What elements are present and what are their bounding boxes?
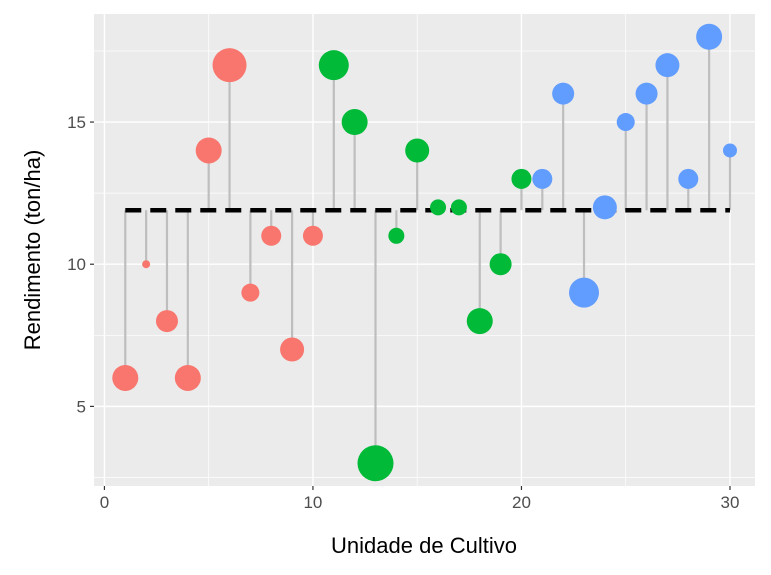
data-point — [450, 199, 467, 216]
data-point — [142, 260, 151, 269]
y-tick-label: 15 — [67, 113, 86, 132]
data-point — [302, 225, 323, 246]
data-point — [489, 253, 512, 276]
data-point — [655, 53, 680, 78]
grid-lines — [94, 14, 755, 486]
data-point — [592, 195, 617, 220]
data-point — [318, 50, 349, 81]
points — [112, 23, 737, 482]
y-axis-title: Rendimento (ton/ha) — [20, 150, 45, 351]
x-axis-title: Unidade de Cultivo — [331, 533, 517, 558]
y-tick-label: 5 — [77, 397, 86, 416]
data-point — [430, 199, 447, 216]
data-point — [532, 168, 553, 189]
data-point — [195, 137, 222, 164]
data-point — [696, 23, 723, 50]
data-point — [212, 48, 247, 83]
data-point — [405, 138, 430, 163]
data-point — [280, 337, 305, 362]
data-point — [341, 109, 368, 136]
data-point — [616, 113, 635, 132]
y-tick-label: 10 — [67, 255, 86, 274]
plot-panel — [94, 14, 755, 486]
data-point — [388, 227, 405, 244]
data-point — [466, 308, 493, 335]
axis-ticks: 0 10 20 30 5 10 15 — [67, 113, 739, 512]
x-tick-label: 30 — [721, 493, 740, 512]
data-point — [155, 310, 178, 333]
data-point — [678, 168, 699, 189]
x-tick-label: 0 — [100, 493, 109, 512]
data-point — [241, 283, 260, 302]
data-point — [261, 225, 282, 246]
data-point — [357, 445, 394, 482]
data-point — [112, 364, 139, 391]
data-point — [552, 82, 575, 105]
data-point — [635, 82, 658, 105]
data-point — [722, 143, 737, 158]
data-point — [174, 364, 201, 391]
data-point — [511, 168, 532, 189]
x-tick-label: 10 — [303, 493, 322, 512]
x-tick-label: 20 — [512, 493, 531, 512]
data-point — [569, 277, 600, 308]
